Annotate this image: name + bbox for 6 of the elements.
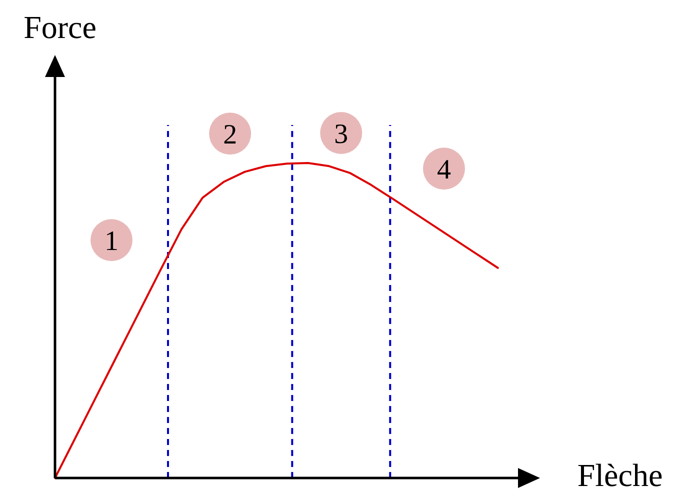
y-axis-title: Force — [24, 9, 96, 45]
x-axis-title: Flèche — [577, 457, 663, 493]
text: 3 — [334, 118, 348, 150]
text: 2 — [223, 119, 238, 150]
annotation: 1 — [104, 226, 119, 257]
annotation: 4 — [436, 154, 451, 186]
